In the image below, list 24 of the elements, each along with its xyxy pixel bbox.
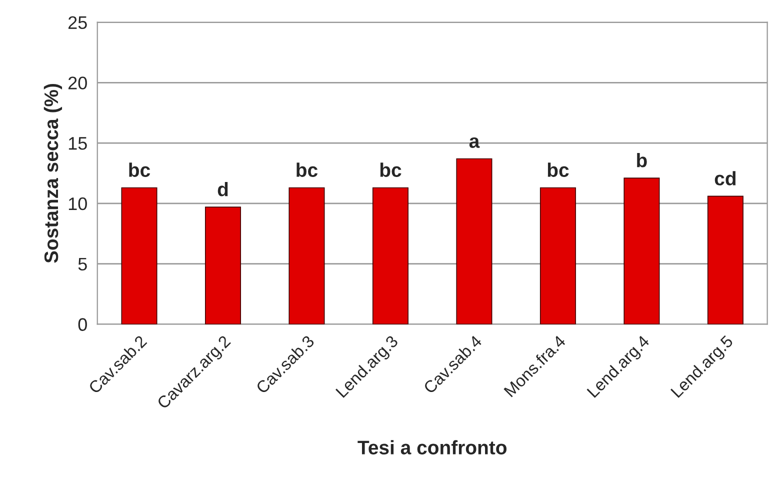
annotation: d [218,182,228,196]
y-tick-label: 20 [68,76,87,90]
annotation: bc [296,162,318,177]
y-tick-label: 10 [68,197,87,210]
bar [707,196,744,324]
y-tick-label: 5 [78,258,87,271]
annotation: b [637,153,647,168]
annotation: bc [548,162,569,177]
annotation: cd [714,171,736,186]
annotation: bc [380,162,402,177]
annotation: a [469,137,480,148]
bar [624,178,660,324]
x-axis-title: Tesi a confronto [358,440,506,454]
bar [456,158,492,324]
bar [372,187,408,324]
bar [540,187,576,324]
y-tick-label: 0 [78,318,87,331]
y-tick-label: 25 [68,16,87,29]
annotation: bc [129,162,150,177]
bar [121,187,158,324]
y-tick-label: 15 [68,137,87,150]
bar [204,206,241,324]
y-axis-title: Sostanza secca (%) [44,84,62,263]
bar [288,187,325,324]
